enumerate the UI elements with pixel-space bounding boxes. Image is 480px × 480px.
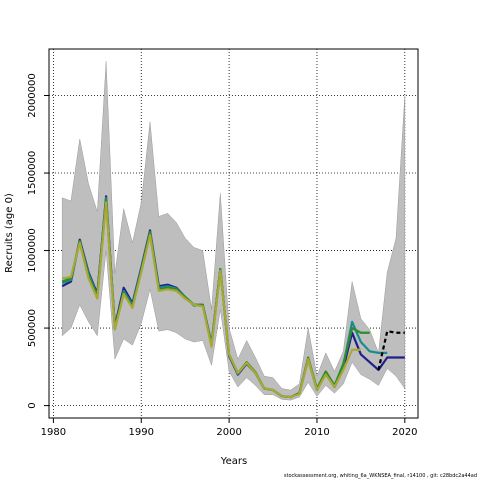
x-tick-label-4: 2020 [392, 427, 417, 438]
y-axis-title: Recruits (age 0) [4, 193, 15, 273]
footer-credit: stockassessment.org, whiting_6a_WKNSEA_f… [283, 473, 477, 479]
confidence-band-area [61, 61, 406, 401]
x-tick-label-1: 1990 [129, 427, 154, 438]
x-tick-label-0: 1980 [41, 427, 66, 438]
plot-frame [48, 48, 419, 419]
series-line-4 [377, 330, 405, 371]
y-tick-label-1: 500000 [27, 309, 38, 347]
x-tick-label-2: 2000 [216, 427, 241, 438]
y-tick-label-2: 1000000 [27, 228, 38, 273]
y-tick-label-3: 1500000 [27, 151, 38, 196]
y-axis: 0 500000 1000000 1500000 2000000 [27, 73, 49, 409]
confidence-band [61, 61, 406, 401]
y-tick-label-0: 0 [27, 402, 38, 408]
x-axis: 1980 1990 2000 2010 2020 [41, 418, 418, 438]
x-tick-label-3: 2010 [304, 427, 329, 438]
series-line-3 [61, 201, 361, 399]
y-tick-label-4: 2000000 [27, 73, 38, 118]
x-axis-title: Years [220, 456, 247, 467]
series-lines [61, 195, 405, 399]
